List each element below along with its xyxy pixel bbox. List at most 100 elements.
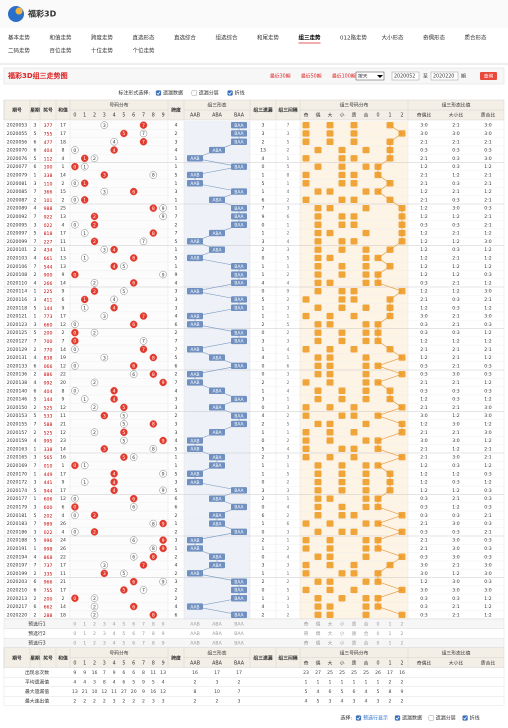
nav-link[interactable]: 和尾走势 <box>257 34 280 42</box>
preset-cell[interactable]: ABA <box>212 631 222 637</box>
preset-cell[interactable]: 4 <box>113 631 116 637</box>
preset-cell[interactable]: 2 <box>93 621 96 627</box>
nav-link[interactable]: 直选综合 <box>174 34 197 42</box>
preset-cell[interactable]: 1 <box>83 621 86 627</box>
option-checkbox[interactable] <box>227 90 233 96</box>
preset-cell[interactable]: 大 <box>328 630 333 637</box>
nav-link[interactable]: 012路走势 <box>340 34 367 42</box>
preset-cell[interactable]: 0 <box>377 641 380 647</box>
option-label[interactable]: 遗漏分层 <box>199 90 219 97</box>
nav-link[interactable]: 十位走势 <box>91 47 114 55</box>
preset-cell[interactable]: 2 <box>401 641 404 647</box>
preset-cell[interactable]: 0 <box>377 631 380 637</box>
preset-cell[interactable]: 1 <box>83 631 86 637</box>
preset-cell[interactable]: 偶 <box>316 640 321 647</box>
preset-cell[interactable]: 偶 <box>316 620 321 627</box>
preset-cell[interactable]: 奇 <box>304 620 309 627</box>
preset-cell[interactable]: 8 <box>152 631 155 637</box>
preset-cell[interactable]: 9 <box>162 621 165 627</box>
nav-link[interactable]: 组选综合 <box>216 34 239 42</box>
preset-cell[interactable]: 1 <box>389 641 392 647</box>
nav-link[interactable]: 大小形态 <box>382 34 405 42</box>
preset-cell[interactable]: 9 <box>162 631 165 637</box>
preset-cell[interactable]: 9 <box>162 641 165 647</box>
bottom-checkbox[interactable] <box>428 715 434 721</box>
preset-cell[interactable]: 4 <box>113 621 116 627</box>
quick-range-link[interactable]: 最近100期 <box>332 73 356 80</box>
preset-cell[interactable]: AAB <box>190 621 200 627</box>
nav-link[interactable]: 百位走势 <box>50 47 73 55</box>
preset-cell[interactable]: 大 <box>328 640 333 647</box>
preset-cell[interactable]: 6 <box>132 631 135 637</box>
preset-cell[interactable]: 8 <box>152 621 155 627</box>
preset-cell[interactable]: 1 <box>389 631 392 637</box>
bottom-checkbox[interactable] <box>394 715 401 721</box>
nav-link[interactable]: 奇偶形态 <box>423 34 446 42</box>
preset-cell[interactable]: 2 <box>401 621 404 627</box>
nav-link[interactable]: 质合形态 <box>465 34 488 42</box>
nav-link[interactable]: 基本走势 <box>8 34 31 42</box>
preset-cell[interactable]: 合 <box>364 640 369 647</box>
preset-cell[interactable]: 质 <box>352 640 357 647</box>
preset-cell[interactable]: 0 <box>73 621 76 627</box>
preset-cell[interactable]: BAA <box>234 641 244 647</box>
preset-cell[interactable]: 奇 <box>304 640 309 647</box>
preset-cell[interactable]: BAA <box>234 621 244 627</box>
preset-cell[interactable]: 8 <box>152 641 155 647</box>
bottom-option-label[interactable]: 预选行显示 <box>363 715 388 722</box>
preset-cell[interactable]: 7 <box>142 631 145 637</box>
query-button-text[interactable]: 查询 <box>484 73 494 80</box>
preset-cell[interactable]: 5 <box>122 621 125 627</box>
preset-cell[interactable]: 3 <box>103 631 106 637</box>
preset-cell[interactable]: 大 <box>328 620 333 627</box>
preset-cell[interactable]: 0 <box>377 621 380 627</box>
option-checkbox[interactable] <box>155 90 162 96</box>
preset-cell[interactable]: 4 <box>113 641 116 647</box>
preset-cell[interactable]: AAB <box>190 641 200 647</box>
bottom-option-label[interactable]: 折线 <box>470 715 480 722</box>
preset-cell[interactable]: 质 <box>352 630 357 637</box>
preset-cell[interactable]: 7 <box>142 621 145 627</box>
preset-cell[interactable]: 奇 <box>304 630 309 637</box>
preset-cell[interactable]: 5 <box>122 631 125 637</box>
option-label[interactable]: 折线 <box>235 90 245 97</box>
bottom-option-label[interactable]: 遗漏分层 <box>436 715 456 722</box>
preset-cell[interactable]: 小 <box>340 640 345 647</box>
quick-range-link[interactable]: 最近30期 <box>270 73 291 80</box>
preset-cell[interactable]: 5 <box>122 641 125 647</box>
nav-link[interactable]: 和值走势 <box>50 34 73 42</box>
preset-cell[interactable]: 7 <box>142 641 145 647</box>
bottom-checkbox[interactable] <box>355 715 362 721</box>
select-box[interactable] <box>355 71 385 81</box>
preset-cell[interactable]: 6 <box>132 641 135 647</box>
preset-cell[interactable]: AAB <box>190 631 200 637</box>
preset-cell[interactable]: 小 <box>340 620 345 627</box>
preset-cell[interactable]: 小 <box>340 630 345 637</box>
preset-cell[interactable]: 1 <box>389 621 392 627</box>
select-value[interactable]: 按天 <box>358 73 368 80</box>
bottom-checkbox[interactable] <box>462 715 468 721</box>
preset-cell[interactable]: 0 <box>73 631 76 637</box>
nav-link[interactable]: 个位走势 <box>133 47 156 55</box>
preset-cell[interactable]: ABA <box>212 621 222 627</box>
nav-link[interactable]: 直选形态 <box>133 34 156 42</box>
query-button[interactable] <box>480 72 497 80</box>
bottom-option-label[interactable]: 遗漏数据 <box>402 715 422 722</box>
nav-link[interactable]: 跨度走势 <box>91 34 114 42</box>
preset-cell[interactable]: 2 <box>93 641 96 647</box>
preset-cell[interactable]: 合 <box>364 630 369 637</box>
end-value[interactable]: 2020220 <box>433 74 454 80</box>
preset-cell[interactable]: BAA <box>234 631 244 637</box>
preset-cell[interactable]: 6 <box>132 621 135 627</box>
start-input[interactable] <box>391 71 420 81</box>
preset-cell[interactable]: 3 <box>103 641 106 647</box>
preset-cell[interactable]: 质 <box>352 620 357 627</box>
option-checkbox[interactable] <box>191 90 198 96</box>
nav-link[interactable]: 二码走势 <box>8 47 31 55</box>
start-value[interactable]: 2020052 <box>394 74 415 80</box>
preset-cell[interactable]: 合 <box>364 620 369 627</box>
preset-cell[interactable]: 3 <box>103 621 106 627</box>
option-label[interactable]: 遗漏数据 <box>163 90 183 97</box>
preset-cell[interactable]: 偶 <box>316 630 321 637</box>
preset-cell[interactable]: 0 <box>73 641 76 647</box>
